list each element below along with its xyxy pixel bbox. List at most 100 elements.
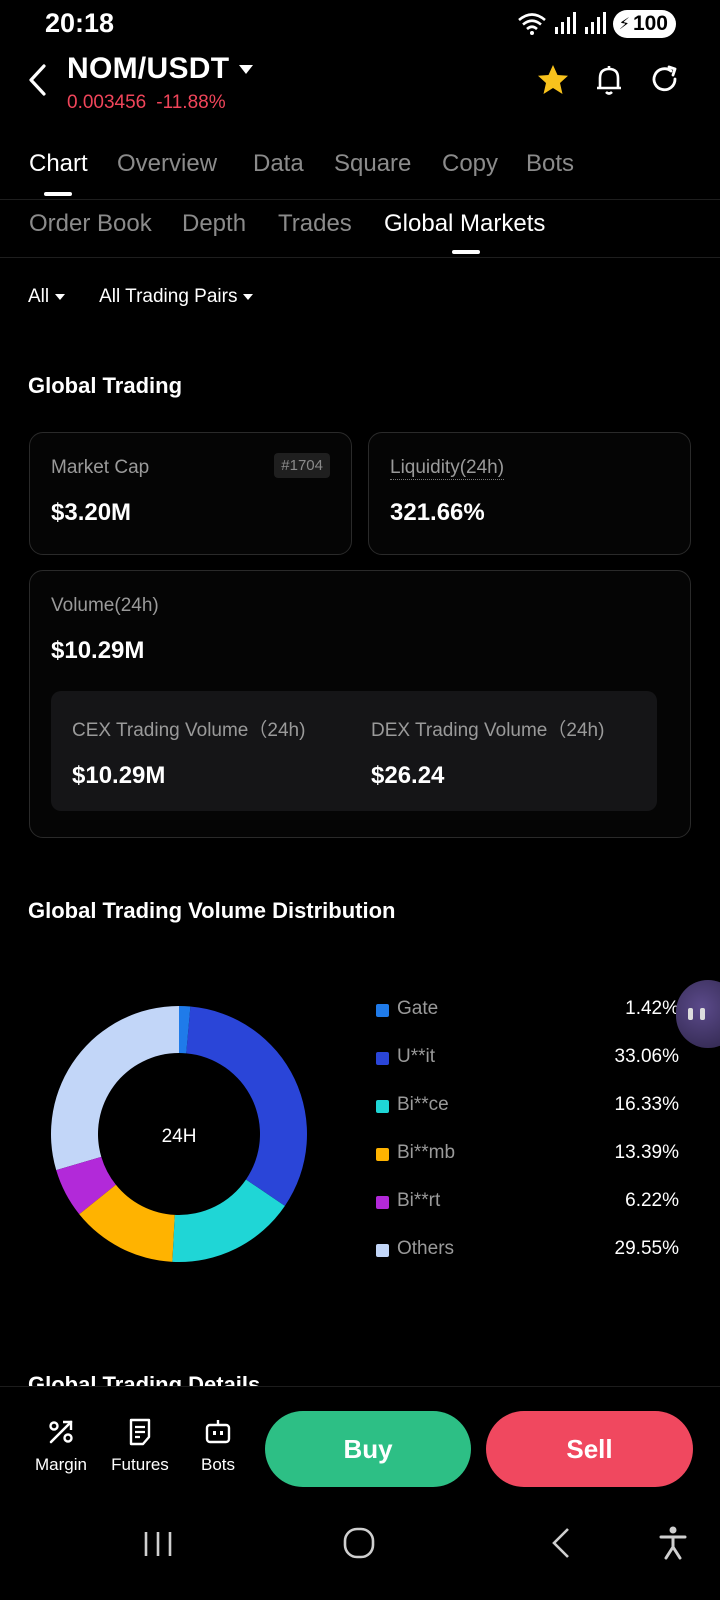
floating-assistant-button[interactable] — [676, 980, 720, 1048]
donut-slice-bi-mb[interactable] — [79, 1184, 175, 1262]
bottom-action-bar: Margin Futures Bots Buy Sell — [0, 1386, 720, 1496]
bell-icon[interactable] — [591, 62, 627, 98]
bots-button[interactable]: Bots — [192, 1417, 244, 1475]
futures-doc-icon — [129, 1418, 151, 1446]
pause-icon — [688, 1008, 705, 1020]
legend-name: U**it — [397, 1046, 436, 1067]
legend-percent: 16.33% — [614, 1094, 679, 1115]
volume-label: Volume(24h) — [51, 595, 159, 616]
donut-legend: Gate 1.42% U**it 33.06% Bi**ce 16.33% Bi**mb 13… — [376, 996, 679, 1284]
caret-down-icon — [243, 294, 254, 300]
margin-button[interactable]: Margin — [32, 1417, 90, 1475]
bots-label: Bots — [200, 1455, 236, 1474]
legend-percent: 33.06% — [614, 1046, 679, 1067]
legend-percent: 1.42% — [625, 998, 679, 1019]
dex-volume-value: $26.24 — [371, 762, 445, 789]
tab-chart[interactable]: Chart — [29, 150, 88, 177]
legend-swatch — [376, 1004, 389, 1017]
donut-slice-gate[interactable] — [179, 1006, 191, 1054]
liquidity-label[interactable]: Liquidity(24h) — [390, 457, 505, 480]
pair-name: NOM/USDT — [67, 52, 230, 85]
recent-apps-icon[interactable] — [140, 1528, 176, 1560]
tab-overview[interactable]: Overview — [117, 150, 218, 177]
back-arrow-icon[interactable] — [22, 62, 54, 98]
legend-percent: 13.39% — [614, 1142, 679, 1163]
legend-percent: 29.55% — [614, 1238, 679, 1259]
system-nav-bar — [0, 1500, 720, 1600]
wifi-icon — [517, 13, 546, 35]
donut-slice-bi-rt[interactable] — [56, 1156, 116, 1215]
volume-value: $10.29M — [51, 637, 145, 664]
tab-copy[interactable]: Copy — [442, 150, 499, 177]
buy-button[interactable]: Buy — [265, 1411, 471, 1487]
liquidity-label-wrap: Liquidity(24h) — [390, 457, 505, 480]
sub-tabs: Order Book Depth Trades Global Markets — [0, 200, 720, 258]
cex-volume-label: CEX Trading Volume（24h) — [72, 720, 306, 741]
sell-button[interactable]: Sell — [486, 1411, 693, 1487]
market-cap-value: $3.20M — [51, 499, 132, 526]
main-tabs: Chart Overview Data Square Copy Bots — [0, 140, 720, 200]
margin-label: Margin — [35, 1455, 87, 1474]
pair-selector[interactable]: NOM/USDT — [67, 52, 254, 86]
volume-breakdown: CEX Trading Volume（24h) $10.29M DEX Trad… — [51, 691, 657, 811]
volume-donut-chart: 24H — [45, 1000, 313, 1268]
subtab-order-book[interactable]: Order Book — [29, 210, 152, 237]
legend-swatch — [376, 1052, 389, 1065]
liquidity-card: Liquidity(24h) 321.66% — [368, 432, 691, 555]
legend-item: Others 29.55% — [376, 1236, 679, 1284]
battery-level: 100 — [632, 12, 668, 35]
donut-slice-others[interactable] — [51, 1006, 180, 1171]
pairs-filter[interactable]: All Trading Pairs — [99, 286, 254, 308]
legend-swatch — [376, 1196, 389, 1209]
robot-icon — [205, 1420, 231, 1444]
market-cap-rank-badge: #1704 — [274, 453, 330, 478]
battery-leaf-icon: ⚡ — [618, 16, 630, 33]
futures-label: Futures — [111, 1455, 169, 1474]
tab-data[interactable]: Data — [253, 150, 304, 177]
donut-slice-u-it[interactable] — [186, 1006, 307, 1206]
legend-item: U**it 33.06% — [376, 1044, 679, 1092]
legend-name: Others — [397, 1238, 455, 1259]
scope-filter[interactable]: All — [28, 286, 66, 308]
legend-percent: 6.22% — [625, 1190, 679, 1211]
legend-item: Bi**ce 16.33% — [376, 1092, 679, 1140]
scope-filter-label: All — [28, 286, 50, 307]
donut-svg: 24H — [51, 1006, 307, 1262]
last-price: 0.003456 — [67, 92, 147, 113]
legend-swatch — [376, 1148, 389, 1161]
dex-volume-label: DEX Trading Volume（24h) — [371, 720, 605, 741]
subtab-trades[interactable]: Trades — [278, 210, 352, 237]
legend-swatch — [376, 1244, 389, 1257]
pairs-filter-label: All Trading Pairs — [99, 286, 238, 307]
star-favorite-icon[interactable] — [535, 62, 571, 98]
pair-header: NOM/USDT 0.003456 -11.88% — [0, 50, 720, 120]
status-icons: ⚡ 100 — [517, 9, 676, 39]
subtab-active-indicator — [452, 250, 480, 254]
donut-slice-bi-ce[interactable] — [172, 1179, 285, 1262]
distribution-title: Global Trading Volume Distribution — [28, 898, 396, 923]
subtab-depth[interactable]: Depth — [182, 210, 247, 237]
global-trading-details-title: Global Trading Details — [28, 1372, 261, 1386]
price-line: 0.003456 -11.88% — [67, 92, 226, 114]
tab-square[interactable]: Square — [334, 150, 412, 177]
accessibility-icon[interactable] — [658, 1526, 688, 1560]
tab-bots[interactable]: Bots — [526, 150, 575, 177]
legend-name: Bi**rt — [397, 1190, 441, 1211]
filter-row: All All Trading Pairs — [28, 286, 254, 308]
donut-center-label: 24H — [162, 1126, 197, 1147]
dex-volume: DEX Trading Volume（24h) $26.24 — [371, 715, 604, 790]
subtab-global-markets[interactable]: Global Markets — [384, 210, 546, 237]
market-cap-label: Market Cap — [51, 457, 150, 478]
legend-item: Gate 1.42% — [376, 996, 679, 1044]
global-trading-title: Global Trading — [28, 373, 183, 398]
legend-name: Gate — [397, 998, 439, 1019]
legend-name: Bi**mb — [397, 1142, 456, 1163]
home-icon[interactable] — [342, 1526, 376, 1560]
back-nav-icon[interactable] — [548, 1526, 574, 1560]
futures-button[interactable]: Futures — [108, 1417, 172, 1475]
status-bar: 20:18 ⚡ 100 — [0, 0, 720, 48]
status-time: 20:18 — [45, 8, 115, 38]
percent-icon — [49, 1420, 73, 1444]
refresh-icon[interactable] — [647, 62, 683, 98]
legend-swatch — [376, 1100, 389, 1113]
